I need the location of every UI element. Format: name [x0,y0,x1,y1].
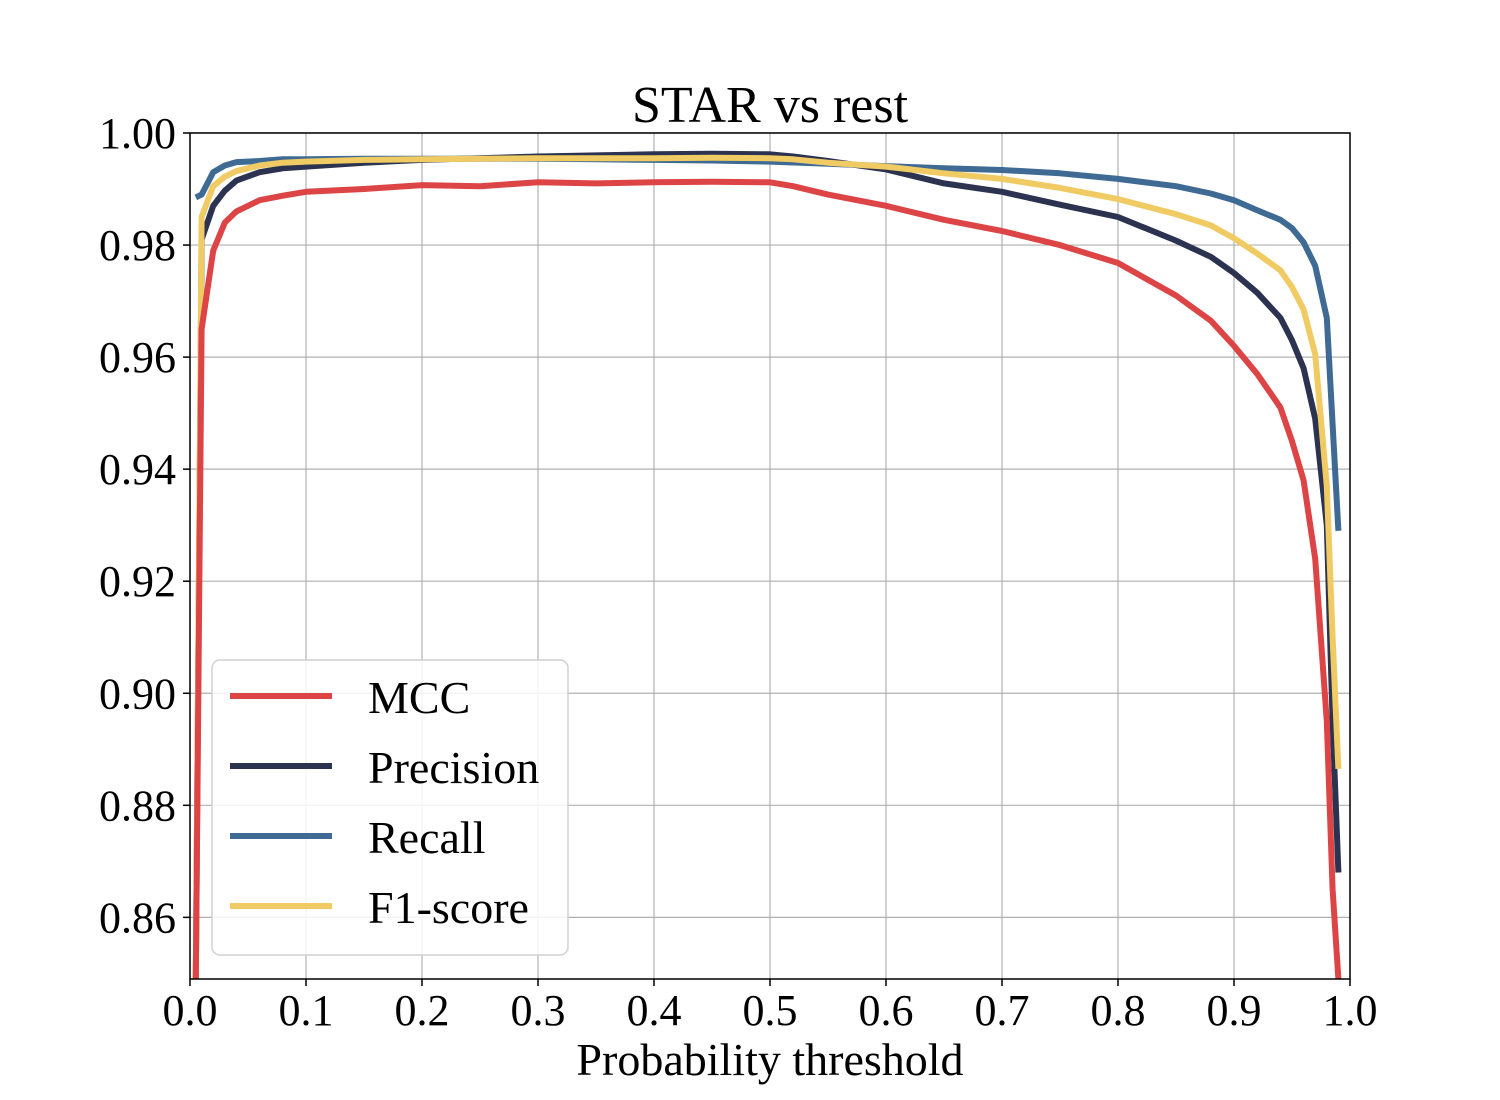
legend-label-recall: Recall [368,812,486,863]
legend-label-f1-score: F1-score [368,882,529,933]
x-tick-label: 0.8 [1091,986,1146,1035]
y-tick-label: 0.92 [99,557,176,606]
x-tick-label: 0.4 [627,986,682,1035]
series-line-mcc [192,178,1342,979]
y-tick-label: 0.96 [99,333,176,382]
x-tick-label: 0.5 [743,986,798,1035]
x-tick-label: 0.7 [975,986,1030,1035]
x-axis-label: Probability threshold [576,1034,963,1085]
x-tick-label: 0.3 [511,986,566,1035]
legend-box [211,659,569,956]
y-tick-label: 0.94 [99,445,176,494]
legend: MCC Precision Recall F1-score [211,659,569,956]
chart-title: STAR vs rest [632,77,909,134]
x-tick-label: 0.2 [395,986,450,1035]
legend-label-precision: Precision [368,742,539,793]
y-tick-label: 0.86 [99,893,176,942]
x-tick-label: 1.0 [1323,986,1378,1035]
y-tick-label: 0.88 [99,781,176,830]
y-tick-label: 0.90 [99,669,176,718]
x-tick-label: 0.6 [859,986,914,1035]
x-tick-label: 0.0 [163,986,218,1035]
x-tick-label: 0.9 [1207,986,1262,1035]
series-lines [192,150,1342,979]
y-tick-label: 0.98 [99,221,176,270]
x-tick-label: 0.1 [279,986,334,1035]
axis-ticks: 0.0 0.1 0.2 0.3 0.4 0.5 0.6 0.7 0.8 0.9 1.0 0.86 0.8… [99,109,1378,1035]
y-tick-label: 1.00 [99,109,176,158]
series-line-f1-score [192,154,1342,979]
legend-label-mcc: MCC [368,672,470,723]
